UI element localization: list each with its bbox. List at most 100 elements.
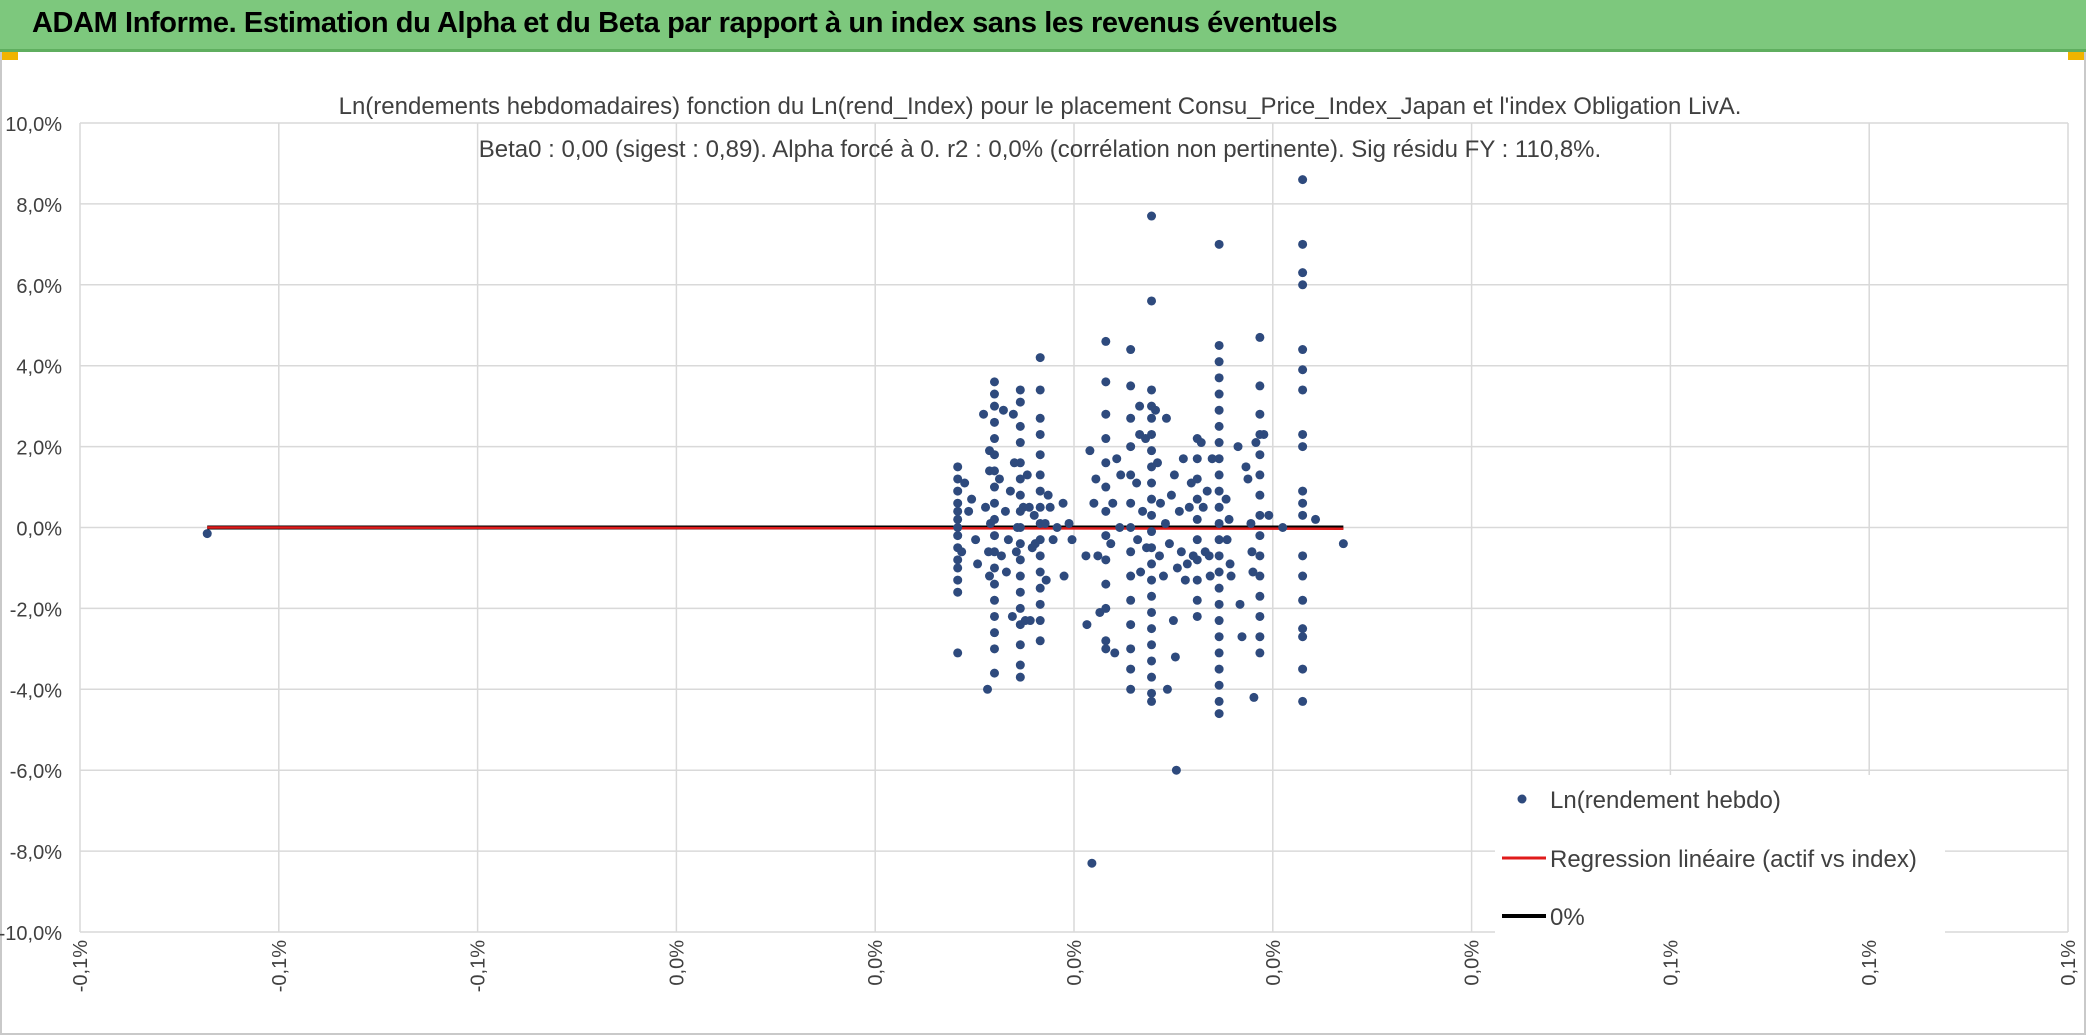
data-point xyxy=(1255,551,1265,561)
data-point xyxy=(1138,506,1148,516)
data-point xyxy=(960,478,970,488)
data-point xyxy=(1207,454,1217,464)
data-point xyxy=(1214,535,1224,545)
data-point xyxy=(1225,559,1235,569)
data-point xyxy=(1151,405,1161,415)
regression-line xyxy=(207,526,1344,530)
data-point xyxy=(1147,494,1157,504)
y-tick-label: -6,0% xyxy=(10,761,62,783)
data-point xyxy=(1015,421,1025,431)
data-point xyxy=(1035,413,1045,423)
data-point xyxy=(1101,409,1111,419)
data-point xyxy=(1214,567,1224,577)
data-point xyxy=(967,494,977,504)
data-point xyxy=(1298,175,1308,185)
data-point xyxy=(1246,518,1256,528)
data-point xyxy=(1045,502,1055,512)
data-point xyxy=(1091,474,1101,484)
data-point xyxy=(989,579,999,589)
data-point xyxy=(1035,486,1045,496)
data-point xyxy=(1192,494,1202,504)
data-point xyxy=(1000,506,1010,516)
data-point xyxy=(1108,498,1118,508)
data-point xyxy=(1147,385,1157,395)
data-point xyxy=(953,587,963,597)
data-point xyxy=(1041,575,1051,585)
data-point xyxy=(1101,555,1111,565)
data-point xyxy=(1184,502,1194,512)
data-point xyxy=(1015,474,1025,484)
data-point xyxy=(989,563,999,573)
data-point xyxy=(1214,421,1224,431)
data-point xyxy=(1221,494,1231,504)
data-point xyxy=(1192,514,1202,524)
data-point xyxy=(1251,438,1261,448)
data-point xyxy=(1255,611,1265,621)
data-point xyxy=(1255,381,1265,391)
y-tick-label: 0,0% xyxy=(16,519,62,541)
data-point xyxy=(1214,470,1224,480)
data-point xyxy=(989,450,999,460)
data-point xyxy=(1192,474,1202,484)
data-point xyxy=(1196,438,1206,448)
data-point xyxy=(1298,664,1308,674)
data-point xyxy=(1015,672,1025,682)
data-point xyxy=(1162,684,1172,694)
data-point xyxy=(1015,587,1025,597)
data-point xyxy=(1298,551,1308,561)
data-point xyxy=(1298,510,1308,520)
data-point xyxy=(1298,365,1308,375)
data-point xyxy=(1015,438,1025,448)
data-point xyxy=(1298,429,1308,439)
data-point xyxy=(1214,616,1224,626)
data-point xyxy=(1214,632,1224,642)
data-point xyxy=(1259,429,1269,439)
data-point xyxy=(1022,470,1032,480)
data-point xyxy=(1101,636,1111,646)
data-point xyxy=(1015,660,1025,670)
series-lines xyxy=(207,525,1344,530)
data-point xyxy=(1126,381,1136,391)
data-point xyxy=(1058,498,1068,508)
legend-label-zero: 0% xyxy=(1550,904,1585,931)
data-point xyxy=(1222,535,1232,545)
data-point xyxy=(1035,551,1045,561)
data-point xyxy=(1155,498,1165,508)
data-point xyxy=(1248,567,1258,577)
data-point xyxy=(1174,506,1184,516)
legend: Ln(rendement hebdo) Regression linéaire … xyxy=(1495,775,1945,935)
data-point xyxy=(1126,523,1136,532)
data-point xyxy=(1067,535,1077,545)
data-point xyxy=(1106,539,1116,549)
data-point xyxy=(1015,539,1025,549)
data-point xyxy=(1214,389,1224,399)
x-tick-label: 0,1% xyxy=(1660,940,1682,986)
y-axis-ticks: 10,0% 8,0% 6,0% 4,0% 2,0% 0,0% -2,0% -4,0% -6,0%… xyxy=(0,114,62,945)
data-point xyxy=(989,377,999,387)
data-point xyxy=(1015,458,1025,468)
data-point xyxy=(1298,280,1308,290)
data-point xyxy=(953,498,963,508)
data-point xyxy=(1015,385,1025,395)
data-point xyxy=(1147,688,1157,698)
data-point xyxy=(989,668,999,678)
data-point xyxy=(1126,547,1136,557)
data-point xyxy=(1126,644,1136,654)
data-point xyxy=(964,506,974,516)
data-point xyxy=(1298,595,1308,605)
data-point xyxy=(1255,332,1265,342)
data-point xyxy=(1178,454,1188,464)
y-tick-label: -8,0% xyxy=(10,842,62,864)
data-point xyxy=(1192,535,1202,545)
data-point xyxy=(989,466,999,476)
y-tick-label: 10,0% xyxy=(5,114,62,136)
data-point xyxy=(1154,551,1164,561)
data-point xyxy=(1126,413,1136,423)
data-point xyxy=(1126,498,1136,508)
data-point xyxy=(1015,640,1025,650)
data-point xyxy=(1101,377,1111,387)
data-point xyxy=(989,401,999,411)
data-point xyxy=(1040,518,1050,528)
data-point xyxy=(989,644,999,654)
data-point xyxy=(971,535,981,545)
